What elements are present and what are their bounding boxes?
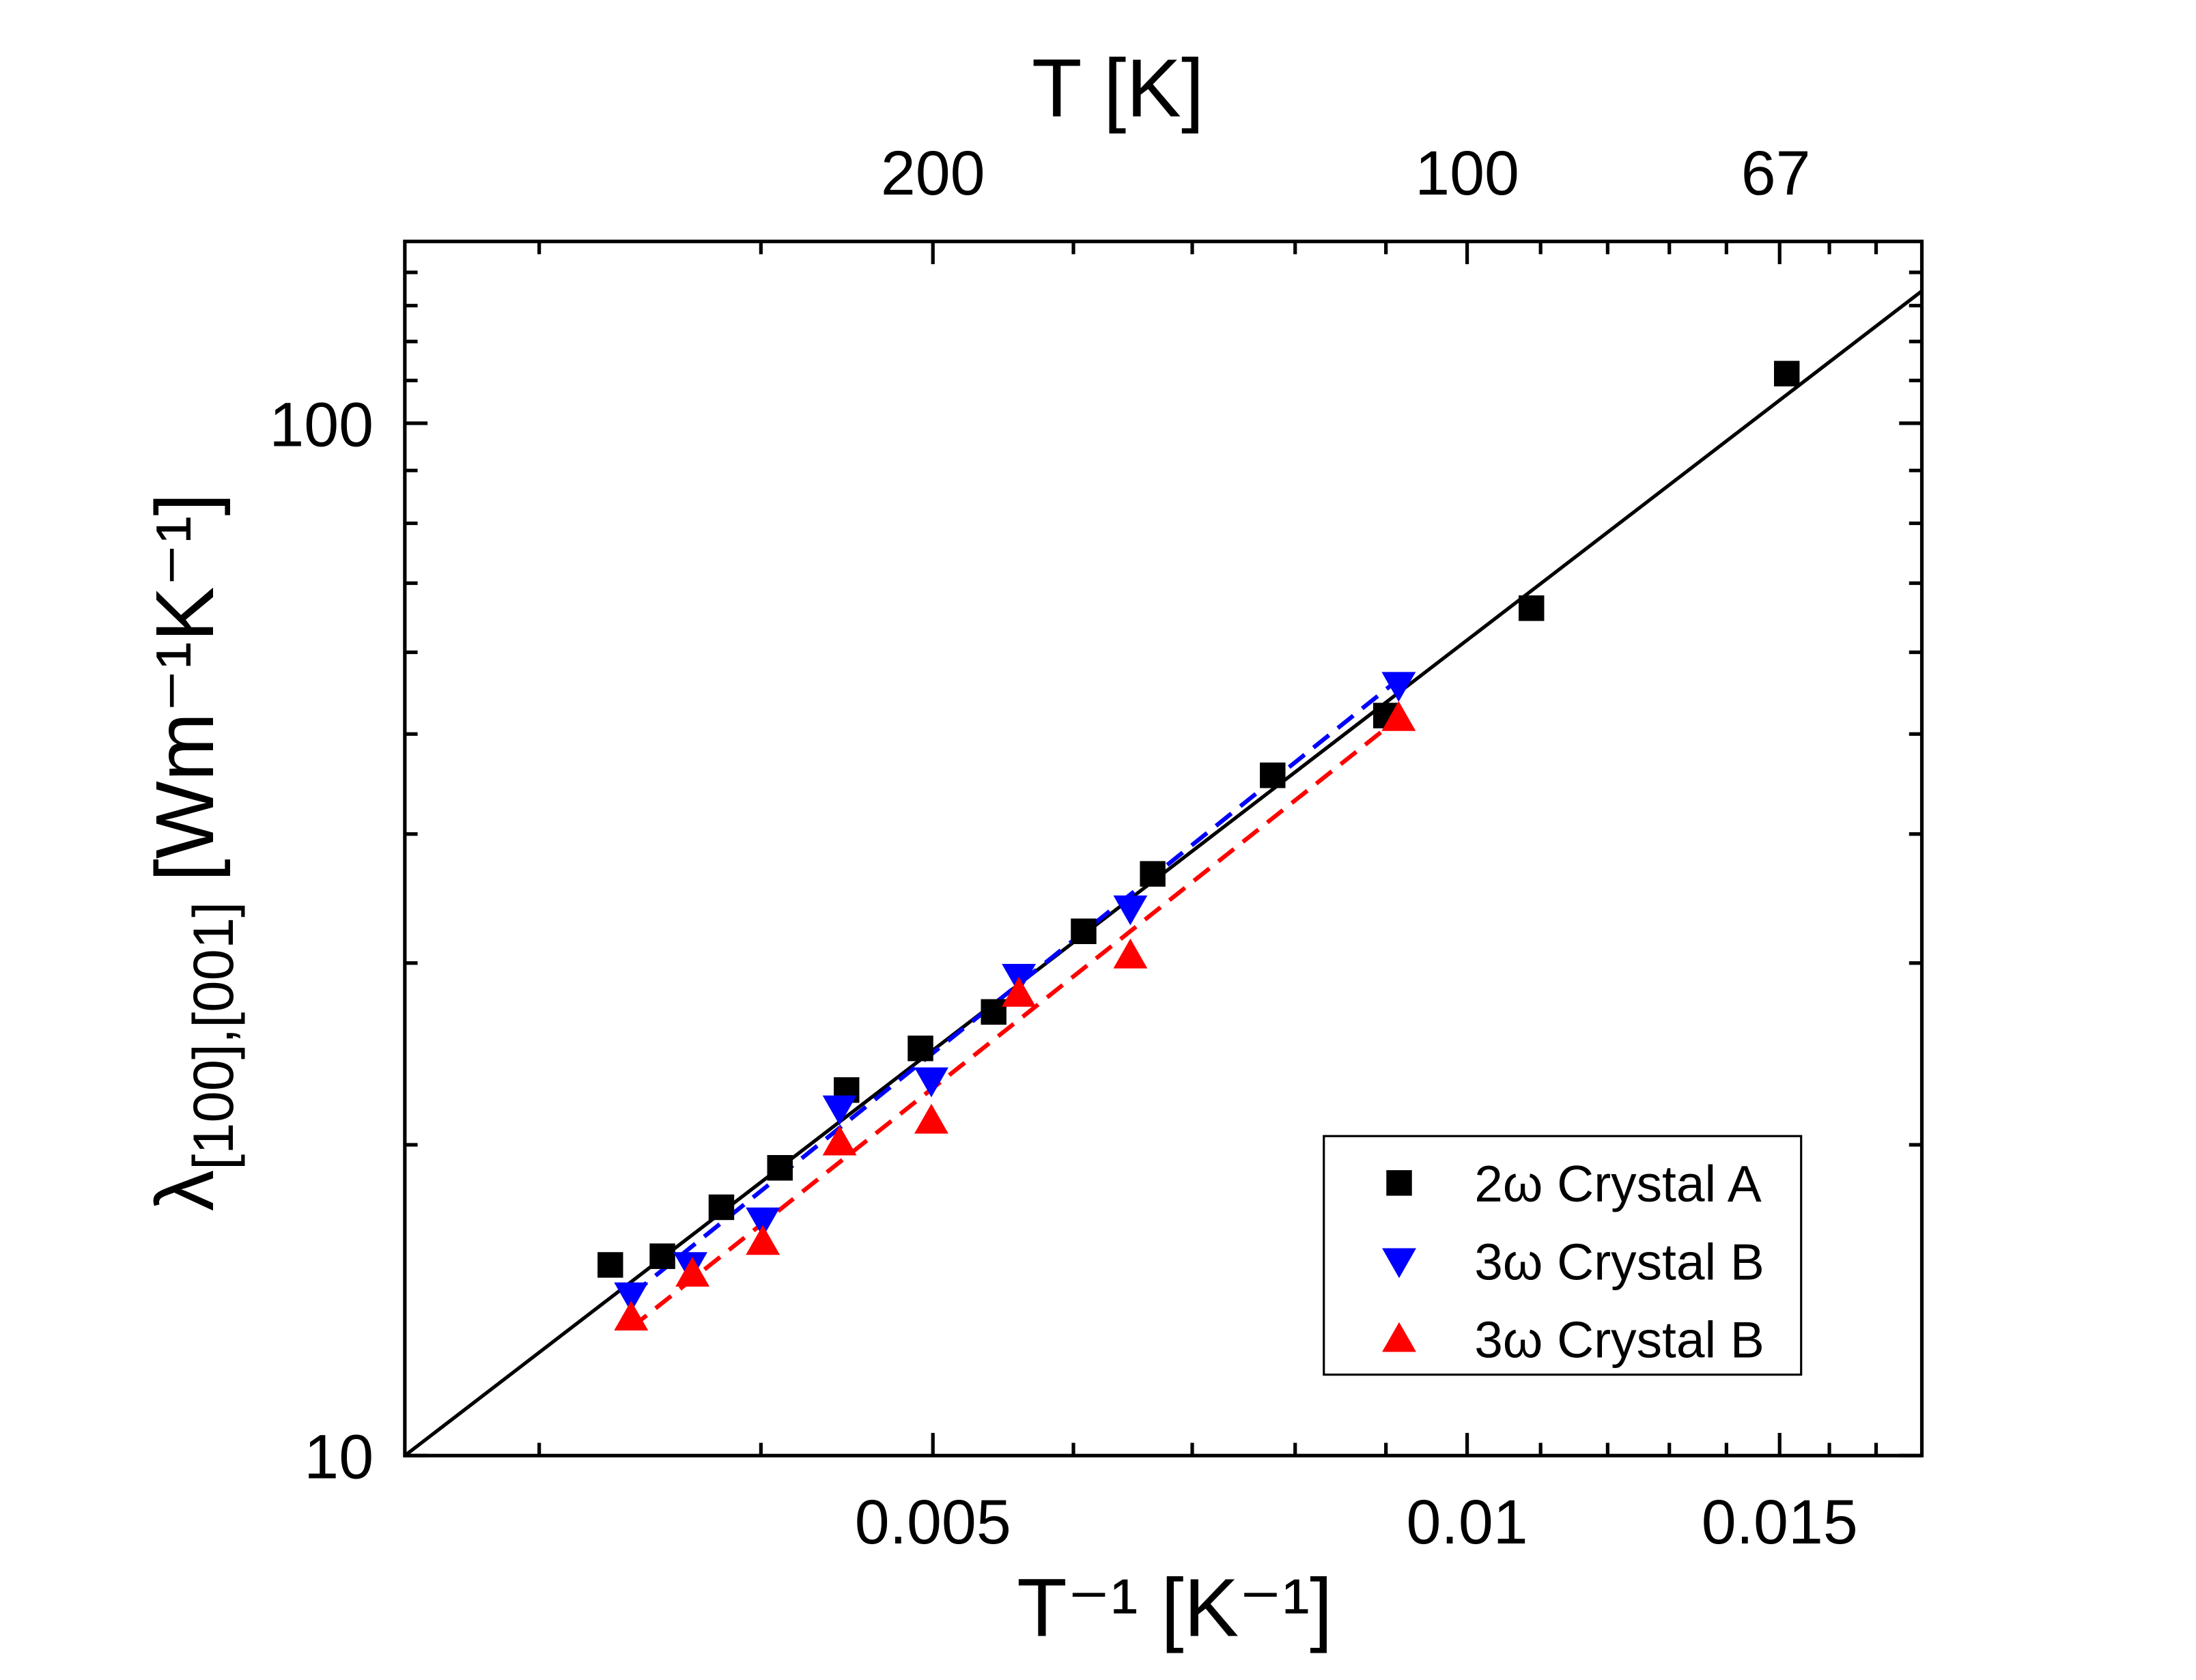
x-axis-label: T⁻¹ [K⁻¹] (1017, 1561, 1332, 1653)
marker-square (708, 1194, 735, 1221)
x-tick-label: 0.01 (1407, 1487, 1528, 1557)
marker-square (649, 1243, 675, 1269)
plot-area (404, 289, 1924, 1457)
marker-triangle-up (914, 1103, 948, 1134)
marker-triangle-up (822, 1125, 857, 1156)
legend-label: 3ω Crystal B (1474, 1233, 1764, 1290)
top-tick-label: 200 (881, 139, 985, 208)
top-tick-label: 100 (1415, 139, 1519, 208)
y-tick-label: 100 (269, 390, 374, 459)
marker-triangle-down (1113, 895, 1148, 926)
marker-triangle-down (746, 1207, 780, 1238)
marker-triangle-up (1382, 1322, 1416, 1352)
plot-frame (403, 240, 1924, 1457)
marker-triangle-down (914, 1067, 948, 1098)
marker-square (1071, 918, 1097, 944)
top-axis-label: T [K] (1032, 42, 1205, 134)
marker-square (981, 999, 1006, 1025)
marker-square (1140, 861, 1166, 887)
x-tick-label: 0.005 (855, 1487, 1011, 1557)
x-tick-label: 0.015 (1702, 1487, 1858, 1557)
y-label-subscript: [100],[001] (182, 902, 245, 1170)
marker-triangle-up (1002, 977, 1037, 1007)
y-axis-label: λ[100],[001] [Wm⁻¹K⁻¹] (139, 493, 245, 1211)
y-label-symbol: λ (139, 1170, 231, 1211)
legend-label: 3ω Crystal B (1474, 1311, 1764, 1369)
marker-triangle-up (1113, 938, 1148, 969)
marker-square (767, 1154, 793, 1181)
marker-triangle-up (746, 1225, 780, 1255)
marker-square (907, 1036, 933, 1062)
marker-triangle-up (614, 1300, 649, 1331)
marker-triangle-down (1382, 1248, 1416, 1279)
legend-label: 2ω Crystal A (1474, 1155, 1762, 1212)
marker-square (1773, 360, 1800, 387)
marker-triangle-up (1381, 701, 1416, 731)
marker-square (1386, 1170, 1412, 1196)
marker-triangle-down (822, 1095, 857, 1126)
top-tick-label: 67 (1741, 139, 1811, 208)
marker-square (1519, 595, 1545, 621)
marker-square (597, 1252, 623, 1278)
marker-triangle-down (1381, 672, 1416, 702)
fit-line (630, 716, 1400, 1330)
marker-triangle-up (675, 1257, 710, 1287)
y-tick-label: 10 (304, 1423, 374, 1492)
y-label-unit: [Wm⁻¹K⁻¹] (139, 493, 231, 882)
marker-square (1260, 763, 1286, 788)
marker-triangle-down (614, 1282, 649, 1313)
